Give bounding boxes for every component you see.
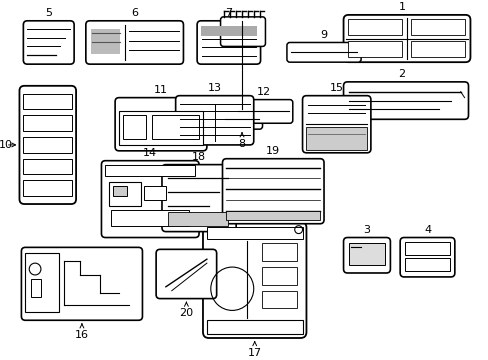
FancyBboxPatch shape — [343, 238, 389, 273]
Bar — [31, 279, 41, 297]
Bar — [23, 180, 72, 196]
Bar — [111, 210, 189, 226]
FancyBboxPatch shape — [20, 86, 76, 204]
Text: 19: 19 — [265, 146, 280, 156]
Bar — [23, 115, 72, 131]
Text: 20: 20 — [179, 309, 193, 319]
Text: 2: 2 — [398, 69, 405, 79]
Text: 12: 12 — [256, 87, 270, 96]
FancyBboxPatch shape — [222, 159, 324, 224]
Bar — [113, 186, 126, 196]
FancyBboxPatch shape — [234, 100, 292, 123]
Bar — [23, 159, 72, 175]
FancyBboxPatch shape — [399, 238, 454, 277]
Text: 1: 1 — [398, 2, 405, 12]
FancyBboxPatch shape — [156, 249, 216, 298]
Text: 3: 3 — [363, 225, 370, 235]
FancyBboxPatch shape — [86, 21, 183, 64]
Bar — [404, 242, 449, 255]
Bar — [206, 320, 302, 334]
FancyBboxPatch shape — [115, 98, 206, 151]
Bar — [201, 26, 256, 36]
FancyBboxPatch shape — [197, 21, 260, 64]
FancyBboxPatch shape — [302, 96, 370, 153]
Bar — [404, 258, 449, 271]
FancyBboxPatch shape — [343, 15, 469, 62]
Text: 13: 13 — [207, 83, 221, 93]
FancyBboxPatch shape — [175, 96, 253, 145]
Bar — [122, 115, 146, 139]
Bar — [167, 212, 228, 226]
FancyBboxPatch shape — [162, 165, 236, 231]
Text: 10: 10 — [0, 140, 13, 150]
Text: 4: 4 — [423, 225, 430, 235]
Text: 16: 16 — [75, 330, 89, 340]
Bar — [23, 137, 72, 153]
Text: 5: 5 — [45, 8, 52, 18]
FancyBboxPatch shape — [21, 247, 142, 320]
Text: 15: 15 — [329, 83, 343, 93]
Bar — [261, 267, 296, 285]
Bar — [105, 165, 195, 176]
Bar — [261, 291, 296, 309]
Bar — [109, 183, 140, 206]
Bar — [206, 227, 302, 239]
FancyBboxPatch shape — [23, 21, 74, 64]
Text: 9: 9 — [320, 30, 327, 40]
Bar — [261, 243, 296, 261]
Bar — [226, 211, 320, 220]
FancyBboxPatch shape — [220, 17, 265, 46]
Bar — [25, 253, 59, 312]
FancyBboxPatch shape — [343, 82, 468, 119]
Bar — [23, 94, 72, 109]
Bar — [348, 41, 401, 57]
FancyBboxPatch shape — [286, 42, 360, 62]
Bar — [410, 19, 464, 35]
Bar — [119, 112, 203, 145]
Bar — [348, 19, 401, 35]
Text: 14: 14 — [143, 148, 157, 158]
Text: 7: 7 — [224, 8, 231, 18]
Text: 6: 6 — [131, 8, 138, 18]
FancyBboxPatch shape — [101, 161, 199, 238]
Text: 18: 18 — [192, 152, 206, 162]
Bar — [152, 115, 199, 139]
Bar — [410, 41, 464, 57]
Bar — [349, 243, 384, 265]
Bar — [91, 29, 120, 54]
Text: 11: 11 — [154, 85, 168, 95]
FancyBboxPatch shape — [203, 222, 306, 338]
Text: 17: 17 — [247, 348, 261, 358]
Bar — [306, 127, 366, 150]
Text: 8: 8 — [238, 139, 245, 149]
FancyBboxPatch shape — [221, 109, 262, 129]
Bar — [144, 186, 165, 200]
